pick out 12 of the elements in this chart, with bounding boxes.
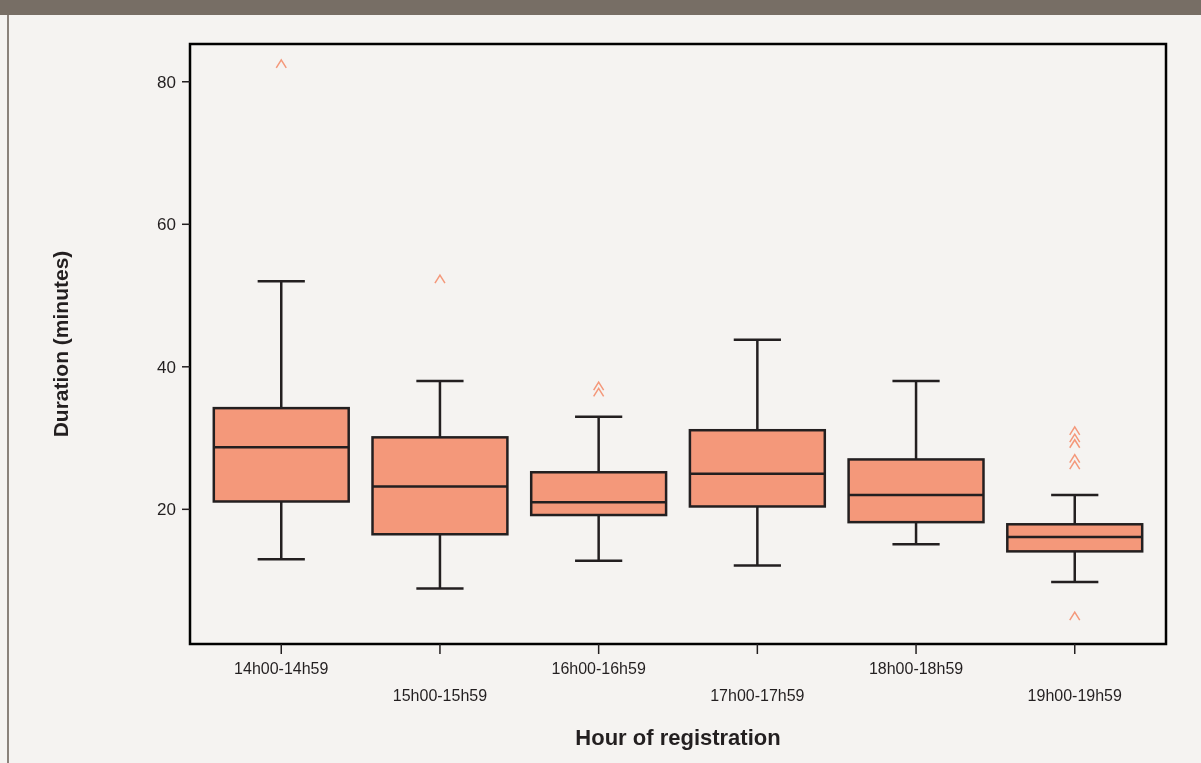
y-tick-label: 20 (157, 500, 176, 520)
y-axis-title: Duration (minutes) (49, 250, 72, 438)
x-tick-label: 14h00-14h59 (234, 660, 329, 677)
x-axis-title: Hour of registration (575, 725, 781, 750)
x-tick-label: 19h00-19h59 (1027, 687, 1123, 704)
y-tick-label: 60 (157, 215, 176, 235)
y-tick-label: 80 (157, 72, 176, 92)
y-tick-label: 40 (157, 357, 176, 377)
x-tick-label: 15h00-15h59 (392, 687, 488, 704)
x-tick-label: 17h00-17h59 (710, 687, 805, 704)
x-tick-label: 18h00-18h59 (868, 660, 964, 677)
x-tick-label: 16h00-16h59 (551, 660, 646, 677)
